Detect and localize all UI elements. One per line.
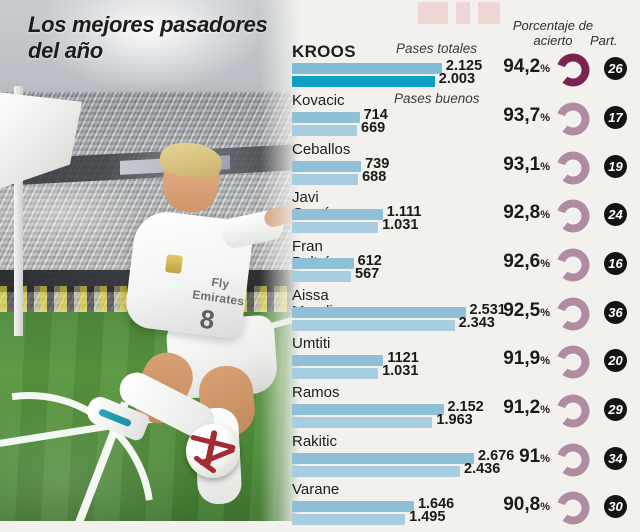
participation-badge: 19	[604, 155, 627, 178]
value-total-passes: 1.646	[417, 496, 455, 512]
value-good-passes: 1.495	[409, 509, 446, 525]
bar-total-passes	[292, 209, 383, 220]
corner-flag-pole	[14, 86, 23, 336]
value-total-passes: 1.111	[386, 204, 422, 220]
bar-good-passes	[292, 174, 359, 185]
chart-panel: Porcentaje de acierto Part. Pases totale…	[288, 0, 640, 525]
value-good-passes: 1.031	[382, 363, 419, 379]
value-good-passes: 1.031	[382, 217, 419, 233]
accuracy-donut	[556, 443, 590, 477]
accuracy-donut	[556, 345, 590, 379]
participation-badge: 16	[604, 252, 627, 275]
header-participation: Part.	[590, 33, 618, 48]
value-total-passes: 714	[363, 107, 388, 123]
bar-total-passes	[292, 501, 414, 512]
player-name: Ceballos	[292, 141, 351, 158]
bar-total-passes	[292, 63, 442, 74]
value-good-passes: 567	[355, 266, 380, 282]
participation-badge: 29	[604, 398, 627, 421]
chart-row: Fran Beltrán61256792,6%16	[288, 239, 640, 289]
participation-badge: 30	[604, 495, 627, 518]
bar-total-passes	[292, 258, 354, 269]
bar-good-passes	[292, 320, 455, 331]
player-name: Varane	[292, 481, 340, 498]
hero-photo: Fly Emirates 8	[0, 0, 300, 521]
bar-good-passes	[292, 76, 435, 87]
chart-row: Ceballos 739 688 93,1% 19	[288, 141, 640, 192]
value-total-passes: 2.531	[469, 302, 506, 318]
football	[186, 424, 240, 478]
accuracy-percent: 90,8%	[503, 494, 550, 515]
value-total-passes: 612	[357, 253, 382, 269]
chart-row: Rakitic 2.676 2.436 91% 34	[288, 433, 640, 484]
value-good-passes: 688	[362, 169, 387, 185]
jersey-number: 8	[198, 303, 217, 336]
value-total-passes: 1121	[387, 350, 419, 366]
participation-badge: 24	[604, 203, 627, 226]
player-name: Ramos	[292, 384, 340, 401]
chart-row: Kovacic 714 669 93,7% 17	[288, 92, 640, 143]
participation-badge: 34	[604, 447, 627, 470]
value-good-passes: 669	[361, 120, 386, 136]
value-total-passes: 2.125	[445, 58, 483, 74]
accuracy-donut	[556, 297, 590, 331]
accuracy-donut	[556, 248, 590, 282]
accuracy-percent: 92,5%	[503, 300, 550, 321]
chart-row: Umtiti 1121 1.031 91,9% 20	[288, 335, 640, 386]
bar-good-passes	[292, 417, 433, 428]
accuracy-percent: 93,7%	[503, 105, 550, 126]
bar-total-passes	[292, 453, 474, 464]
header-percent: Porcentaje de acierto	[512, 18, 594, 48]
bar-total-passes	[292, 355, 384, 366]
player-name: Rakitic	[292, 433, 338, 450]
page-title: Los mejores pasadores del año	[28, 12, 268, 63]
accuracy-percent: 91,9%	[503, 348, 550, 369]
participation-badge: 17	[604, 106, 627, 129]
bar-total-passes	[292, 161, 362, 172]
watermark-logo	[418, 2, 500, 24]
bar-good-passes	[292, 514, 406, 525]
bar-total-passes	[292, 307, 466, 318]
value-good-passes: 2.343	[458, 315, 495, 331]
participation-badge: 20	[604, 349, 627, 372]
accuracy-donut	[556, 53, 590, 87]
bar-good-passes	[292, 466, 460, 477]
bar-good-passes	[292, 222, 379, 233]
player-name: KROOS	[292, 42, 356, 61]
accuracy-donut	[556, 102, 590, 136]
accuracy-percent: 91,2%	[503, 397, 550, 418]
bar-total-passes	[292, 112, 360, 123]
value-good-passes: 2.003	[438, 71, 476, 87]
player-name: Umtiti	[292, 335, 331, 352]
chart-row: Ramos 2.152 1.963 91,2% 29	[288, 384, 640, 435]
bar-good-passes	[292, 125, 357, 136]
accuracy-donut	[556, 199, 590, 233]
value-total-passes: 739	[365, 156, 390, 172]
chart-row: KROOS 2.125 2.003 94,2% 26	[288, 42, 640, 94]
bar-good-passes	[292, 368, 379, 379]
bar-total-passes	[292, 404, 444, 415]
accuracy-donut	[556, 491, 590, 525]
player-name: Kovacic	[292, 92, 345, 109]
accuracy-percent: 93,1%	[503, 154, 550, 175]
value-good-passes: 2.436	[464, 461, 501, 477]
accuracy-percent: 94,2%	[503, 56, 550, 77]
accuracy-donut	[556, 394, 590, 428]
accuracy-percent: 92,8%	[503, 202, 550, 223]
accuracy-percent: 92,6%	[503, 251, 550, 272]
participation-badge: 36	[604, 301, 627, 324]
legend-total-passes: Pases totales	[396, 41, 478, 56]
chart-row: Varane 1.646 1.495 90,8% 30	[288, 481, 640, 532]
participation-badge: 26	[604, 57, 627, 80]
value-good-passes: 1.963	[436, 412, 473, 428]
jersey-crest	[164, 254, 184, 274]
accuracy-donut	[556, 151, 590, 185]
legend-good-passes: Pases buenos	[394, 91, 480, 106]
accuracy-percent: 91%	[519, 446, 550, 467]
value-total-passes: 2.676	[478, 448, 515, 464]
value-total-passes: 2.152	[447, 399, 484, 415]
bar-good-passes	[292, 271, 352, 282]
